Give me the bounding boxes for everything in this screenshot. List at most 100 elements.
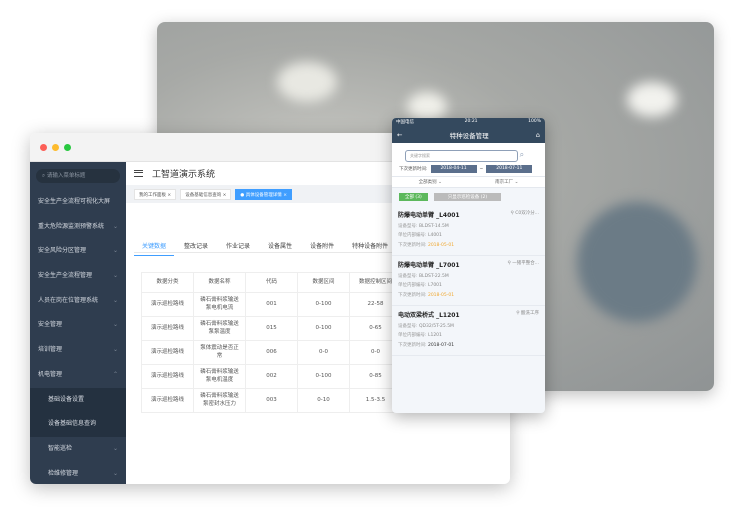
sidebar-item[interactable]: 检维修管理 ⌄ [30, 462, 126, 484]
table-cell: 0-0 [297, 340, 350, 365]
tag[interactable]: ● 具体设备管理详情 × [235, 188, 292, 200]
column-header: 代码 [245, 272, 298, 293]
tab[interactable]: 整改记录 [184, 243, 209, 250]
tab[interactable]: 设备附件 [310, 243, 335, 250]
table-row: 演示巡检路线 磷石膏料浆输送泵电机温度 002 0-100 0-85 [141, 364, 402, 389]
sidebar-subitem[interactable]: 设备基础信息查询 [30, 412, 126, 437]
location: ⚲ 一猪平整合... [507, 261, 539, 266]
code-label: 单位内部编号: [398, 333, 427, 338]
sidebar-item-label: 培训管理 [38, 346, 63, 354]
code-label: 单位内部编号: [398, 283, 427, 288]
sidebar-item[interactable]: 安全生产全流程管理 ⌄ [30, 264, 126, 289]
date-sep: ~ [479, 166, 484, 172]
equipment-name: 防爆电动单臂 _L4001 [398, 212, 460, 219]
tab[interactable]: 作业记录 [226, 243, 251, 250]
date-from[interactable]: 2018-04-11 [430, 165, 477, 173]
sidebar-item-label: 安全管理 [38, 321, 63, 329]
menu-search-input[interactable]: ⌕ 请输入菜单标题 [36, 169, 120, 183]
equipment-name: 防爆电动单臂 _L7001 [398, 262, 460, 269]
sidebar-item[interactable]: 人员在岗在位管理系统 ⌄ [30, 289, 126, 314]
table-cell: 0-10 [297, 388, 350, 413]
equipment-card[interactable]: 电动双梁桥式 _L1201 ⚲ 酸洗工序 设备型号: QD32/5T-25.5M … [392, 306, 545, 356]
sidebar-item[interactable]: 智能巡检 ⌄ [30, 437, 126, 462]
model-value: BLDST-14.5M [418, 223, 449, 229]
model-label: 设备型号: [398, 323, 418, 329]
all-button[interactable]: 全部 (3) [399, 193, 428, 201]
sidebar-item[interactable]: 重大危险源监测预警系统 ⌄ [30, 215, 126, 240]
tab[interactable]: 关键数据 [134, 237, 175, 256]
date-to[interactable]: 2018-07-11 [486, 165, 533, 173]
location: ⚲ C0双冷分... [510, 211, 539, 216]
chevron-icon: ⌄ [112, 444, 118, 452]
equipment-card[interactable]: 防爆电动单臂 _L4001 ⚲ C0双冷分... 设备型号: BLDST-14.5… [392, 206, 545, 256]
category-filter[interactable]: 全部类别 ⌄ [418, 180, 442, 185]
next-date: 2018-05-01 [427, 292, 455, 298]
back-arrow-icon[interactable]: ← [397, 130, 403, 139]
sidebar-item[interactable]: 安全生产全流程可视化大屏 [30, 190, 126, 215]
location-text: 一猪平整合... [512, 261, 539, 266]
minimize-button[interactable] [52, 144, 59, 151]
phone-screen: 中国电信 20:21 100% ← 特种设备管理 ⌂ 关键字搜索 ⌕ 下次更新时间: 20… [392, 118, 545, 413]
sidebar-item[interactable]: 安全管理 ⌄ [30, 313, 126, 338]
maximize-button[interactable] [64, 144, 71, 151]
sidebar-item-label: 安全生产全流程管理 [38, 272, 93, 280]
location: ⚲ 酸洗工序 [516, 311, 539, 316]
table-cell: 002 [245, 364, 298, 389]
table-cell: 磷石膏料浆输送泵电机电流 [193, 292, 246, 317]
next-date: 2018-05-01 [427, 242, 455, 248]
search-placeholder: 请输入菜单标题 [46, 173, 86, 179]
table-row: 演示巡检路线 磷石膏料浆输送泵密封水压力 003 0-10 1.5-3.5 [141, 388, 402, 413]
location-text: 酸洗工序 [521, 311, 539, 316]
battery: 100% [528, 119, 541, 124]
phone-search-input[interactable]: 关键字搜索 [405, 150, 518, 162]
inspect-only-button[interactable]: 只显示巡检设备 (2) [433, 193, 502, 201]
sidebar-item-label: 重大危险源监测预警系统 [38, 222, 105, 230]
chevron-icon: ⌄ [112, 346, 118, 354]
table-cell: 演示巡检路线 [141, 292, 194, 317]
table-row: 演示巡检路线 泵体震动是否正常 006 0-0 0-0 [141, 340, 402, 365]
equipment-card[interactable]: 防爆电动单臂 _L7001 ⚲ 一猪平整合... 设备型号: BLDST-22.5… [392, 256, 545, 306]
search-icon[interactable]: ⌕ [519, 150, 525, 159]
sidebar-item[interactable]: 安全风险分区管理 ⌄ [30, 239, 126, 264]
table-cell: 0-100 [297, 364, 350, 389]
sidebar-item[interactable]: 培训管理 ⌄ [30, 338, 126, 363]
factory-filter[interactable]: 南京工厂 ⌄ [495, 180, 519, 185]
code-value: L4001 [427, 233, 442, 238]
chevron-icon: ⌄ [112, 222, 118, 230]
table-row: 演示巡检路线 磷石膏料浆输送泵泵温度 015 0-100 0-65 [141, 316, 402, 341]
table-cell: 磷石膏料浆输送泵密封水压力 [193, 388, 246, 413]
chevron-icon: ⌄ [112, 247, 118, 255]
time: 20:21 [464, 119, 478, 124]
next-date: 2018-07-01 [427, 342, 455, 348]
tag[interactable]: 我的工作面板 × [134, 188, 177, 200]
next-label: 下次更新时间: [398, 342, 427, 348]
code-value: L7001 [427, 283, 442, 288]
next-label: 下次更新时间: [398, 242, 427, 248]
table-cell: 磷石膏料浆输送泵泵温度 [193, 316, 246, 341]
table-cell: 015 [245, 316, 298, 341]
chevron-icon: ⌄ [112, 296, 118, 304]
sidebar-item[interactable]: 机电管理 ⌃ [30, 363, 126, 388]
chevron-icon: ⌄ [112, 321, 118, 329]
tag[interactable]: 设备基础信息查询 × [180, 188, 232, 200]
model-value: BLDST-22.5M [418, 273, 449, 279]
table-cell: 演示巡检路线 [141, 388, 194, 413]
table-cell: 演示巡检路线 [141, 316, 194, 341]
next-label: 下次更新时间: [398, 292, 427, 298]
column-header: 数据名称 [193, 272, 246, 293]
home-icon[interactable]: ⌂ [535, 130, 540, 139]
code-value: L1201 [427, 333, 442, 338]
tab[interactable]: 设备属性 [268, 243, 293, 250]
date-label: 下次更新时间: [399, 167, 428, 172]
carrier: 中国电信 [396, 120, 414, 125]
table-cell: 003 [245, 388, 298, 413]
hamburger-icon[interactable] [134, 170, 143, 177]
tab[interactable]: 特种设备附件 [352, 243, 389, 250]
chevron-icon: ⌃ [112, 370, 118, 378]
table-row: 演示巡检路线 磷石膏料浆输送泵电机电流 001 0-100 22-58 [141, 292, 402, 317]
close-button[interactable] [40, 144, 47, 151]
status-bar: 中国电信 20:21 100% [392, 118, 545, 126]
table-cell: 泵体震动是否正常 [193, 340, 246, 365]
sidebar-subitem[interactable]: 基础设备设置 [30, 387, 126, 413]
table-cell: 0-100 [297, 292, 350, 317]
